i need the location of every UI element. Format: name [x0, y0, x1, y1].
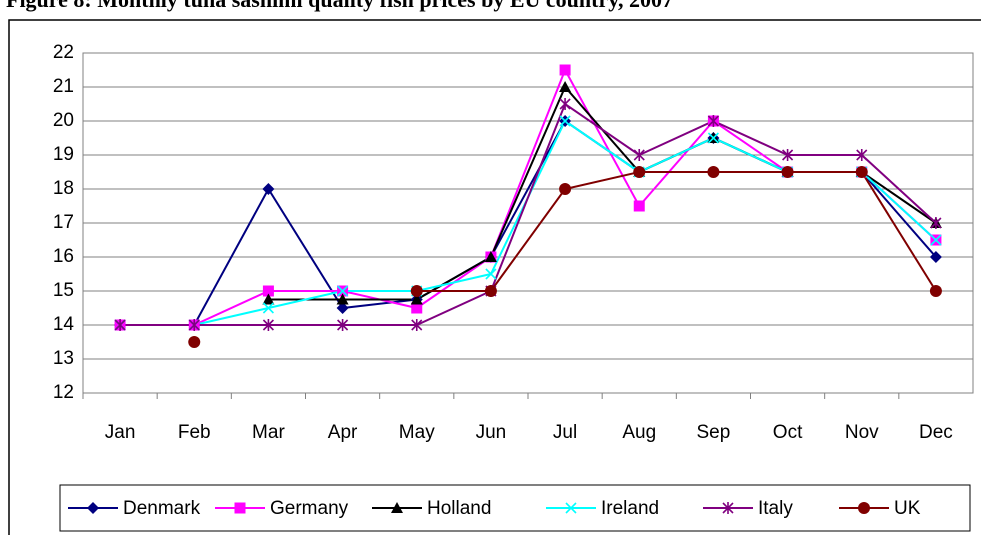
- chart-title: Figure 8: Monthly tuna sashimi quality f…: [6, 0, 673, 12]
- y-tick-label: 17: [53, 212, 74, 233]
- data-point: [262, 183, 275, 195]
- data-point: [484, 285, 497, 297]
- legend-marker: [565, 502, 577, 514]
- x-tick-label: Feb: [178, 422, 211, 443]
- y-tick-label: 21: [53, 76, 74, 97]
- legend-label: Germany: [270, 498, 349, 519]
- series-line: [416, 171, 937, 292]
- data-point: [559, 81, 572, 92]
- data-point: [707, 166, 720, 178]
- data-point: [410, 293, 423, 305]
- legend-marker: [858, 502, 870, 514]
- data-point: [336, 302, 349, 314]
- x-tick-label: Mar: [252, 422, 285, 443]
- y-tick-label: 18: [53, 178, 74, 199]
- data-point: [856, 149, 868, 161]
- data-point: [336, 293, 349, 305]
- data-point: [633, 166, 646, 178]
- data-point: [262, 285, 274, 297]
- y-tick-label: 13: [53, 348, 74, 369]
- data-point: [337, 285, 349, 297]
- legend-label: Italy: [758, 498, 793, 519]
- x-tick-label: Nov: [845, 422, 879, 443]
- data-point: [633, 200, 645, 212]
- data-point: [559, 64, 571, 76]
- legend-label: UK: [894, 498, 921, 519]
- y-tick-label: 20: [53, 110, 74, 131]
- data-point: [484, 251, 497, 262]
- y-tick-label: 19: [53, 144, 74, 165]
- data-point: [485, 268, 497, 280]
- legend-marker: [391, 502, 403, 513]
- data-point: [929, 251, 942, 263]
- data-point: [114, 319, 126, 331]
- legend-marker: [722, 502, 734, 514]
- legend-label: Denmark: [123, 498, 201, 519]
- data-point: [411, 319, 423, 331]
- legend-marker: [234, 502, 246, 514]
- legend-box: [59, 484, 971, 532]
- data-point: [559, 183, 572, 195]
- data-point: [559, 98, 571, 110]
- data-point: [781, 166, 794, 178]
- x-tick-label: Sep: [697, 422, 731, 443]
- data-point: [337, 319, 349, 331]
- data-point: [929, 285, 942, 297]
- y-tick-label: 12: [53, 382, 74, 403]
- x-tick-label: Jun: [476, 422, 507, 443]
- y-tick-label: 14: [53, 314, 75, 335]
- x-tick-label: Aug: [622, 422, 656, 443]
- y-tick-label: 16: [53, 246, 74, 267]
- legend-label: Ireland: [601, 498, 659, 519]
- data-point: [633, 149, 645, 161]
- data-point: [411, 302, 423, 314]
- series-line: [120, 102, 937, 326]
- legend-marker: [87, 502, 99, 514]
- data-point: [262, 293, 275, 305]
- data-point: [855, 166, 868, 178]
- data-point: [707, 115, 719, 127]
- x-tick-label: Apr: [328, 422, 358, 443]
- data-point: [188, 336, 201, 348]
- legend-label: Holland: [427, 498, 491, 519]
- data-point: [262, 302, 274, 314]
- x-tick-label: Jul: [553, 422, 577, 443]
- y-tick-label: 22: [53, 42, 74, 63]
- x-tick-label: Oct: [773, 422, 803, 443]
- data-point: [930, 217, 942, 229]
- data-point: [930, 234, 942, 246]
- y-tick-label: 15: [53, 280, 74, 301]
- data-point: [707, 132, 719, 144]
- x-tick-label: May: [399, 422, 435, 443]
- x-tick-label: Jan: [105, 422, 136, 443]
- data-point: [559, 115, 571, 127]
- data-point: [410, 285, 423, 297]
- data-point: [262, 319, 274, 331]
- data-point: [782, 149, 794, 161]
- data-point: [188, 319, 200, 331]
- x-tick-label: Dec: [919, 422, 953, 443]
